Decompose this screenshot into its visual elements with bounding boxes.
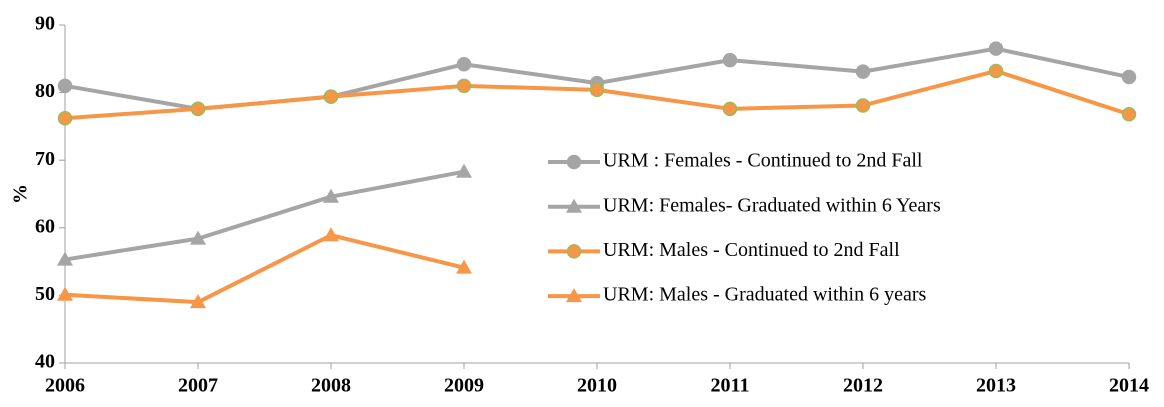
legend-marker [566,288,582,303]
data-point [456,56,472,72]
x-tick-label: 2008 [311,375,351,397]
legend-marker [566,154,582,170]
data-point [1121,69,1137,85]
data-point [57,111,73,126]
x-tick-label: 2007 [178,375,218,397]
y-tick-label: 80 [35,80,55,102]
data-point [323,227,339,242]
y-axis-label: % [10,184,32,204]
data-point [456,78,472,94]
legend-label: URM : Females - Continued to 2nd Fall [603,150,923,172]
data-point [190,294,206,309]
legend-label: URM: Females- Graduated within 6 Years [603,194,941,216]
y-tick-label: 60 [35,215,55,237]
data-point [589,82,605,98]
data-point [855,64,871,79]
data-point [57,251,73,266]
x-tick-label: 2012 [843,375,883,397]
x-tick-label: 2010 [577,375,617,397]
y-tick-label: 40 [35,351,55,373]
x-tick-label: 2014 [1109,375,1149,397]
data-point [190,101,206,117]
y-tick-label: 50 [35,283,55,305]
data-point [57,286,73,301]
series-line [64,169,465,262]
y-tick-label: 70 [35,148,55,170]
legend-marker [566,244,582,259]
data-point [323,188,339,203]
data-point [722,101,738,117]
legend-label: URM: Males - Graduated within 6 years [603,284,926,306]
data-point [323,89,339,104]
data-point [1121,106,1137,122]
x-tick-label: 2013 [976,375,1016,397]
data-point [456,259,472,274]
legend-marker [566,198,582,213]
data-point [57,78,73,94]
data-point [988,63,1004,79]
data-point [855,98,871,113]
x-tick-label: 2009 [444,375,484,397]
data-point [190,230,206,245]
data-point [722,52,738,68]
y-tick-label: 90 [35,13,55,35]
x-tick-label: 2006 [45,375,85,397]
data-point [988,41,1004,56]
series-line [64,233,465,305]
x-tick-label: 2011 [711,375,750,397]
legend-label: URM: Males - Continued to 2nd Fall [603,239,900,261]
data-point [456,163,472,178]
